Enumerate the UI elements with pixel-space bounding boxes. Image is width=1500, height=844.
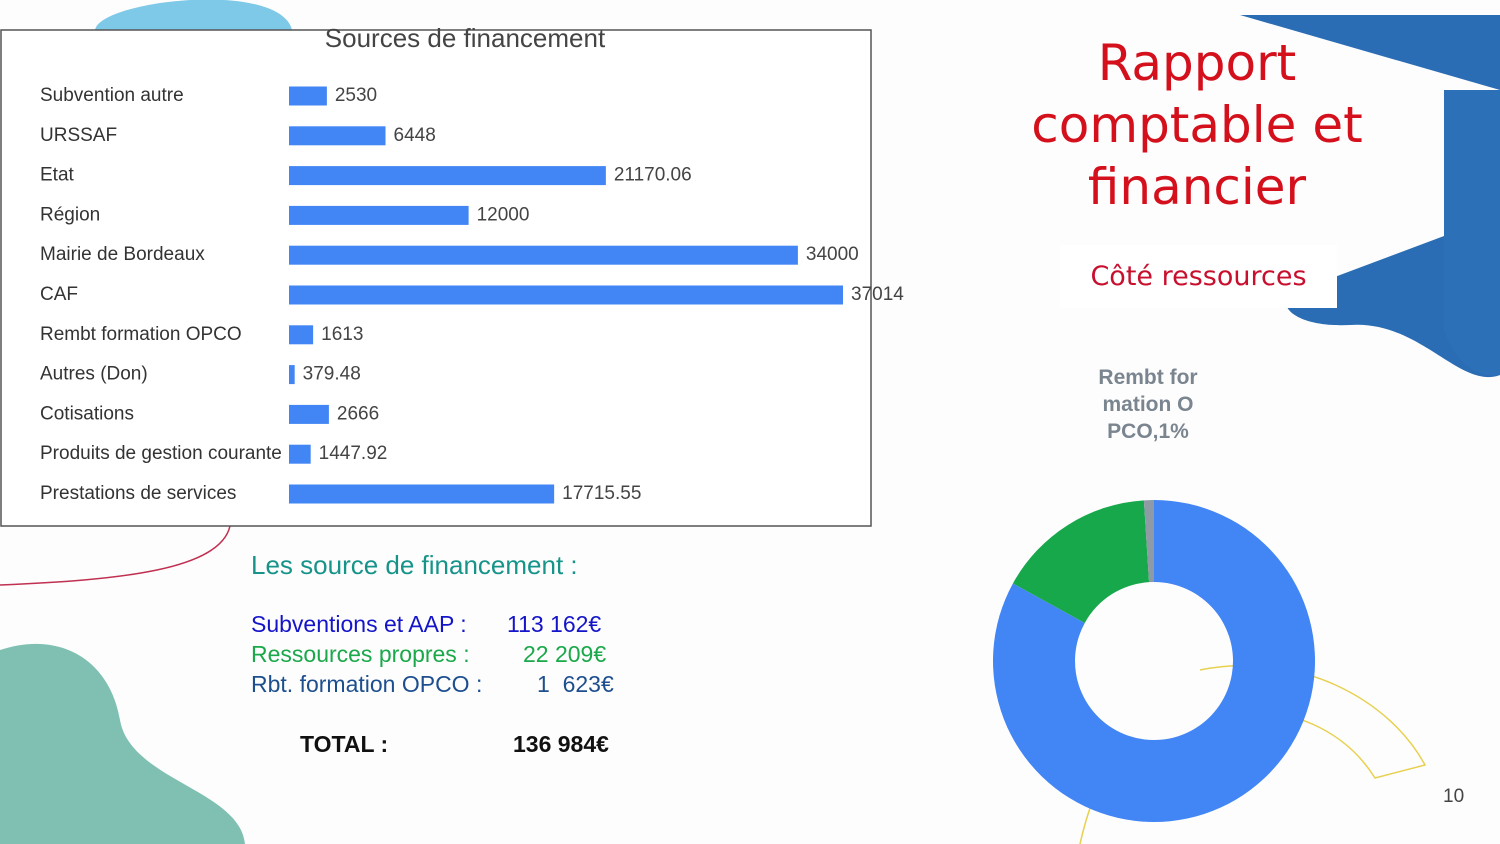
category-label: Prestations de services [40, 483, 236, 504]
bar [289, 126, 386, 146]
value-label: 2666 [337, 403, 379, 424]
total-amount: 136 984€ [513, 731, 609, 757]
summary-row: Subventions et AAP : 113 162€ [251, 611, 614, 641]
page-number: 10 [1443, 786, 1465, 807]
value-label: 1613 [321, 324, 363, 345]
deco-line [0, 525, 231, 586]
value-label: 379.48 [303, 364, 361, 385]
category-label: Cotisations [40, 403, 134, 424]
bar [289, 285, 843, 305]
category-label: Subvention autre [40, 85, 184, 106]
category-label: CAF [40, 284, 78, 305]
category-label: Produits de gestion courante [40, 443, 282, 464]
row-label: Subventions et AAP : [251, 611, 467, 637]
category-label: Mairie de Bordeaux [40, 244, 205, 265]
total-label: TOTAL : [300, 731, 389, 757]
chart-frame [0, 29, 872, 527]
donut-slice [1143, 500, 1154, 583]
bar [289, 444, 311, 464]
bar [289, 245, 798, 265]
row-label: Ressources propres : [251, 641, 470, 667]
category-label: Région [40, 204, 100, 225]
row-amount: 22 209€ [523, 641, 607, 667]
value-label: 17715.55 [562, 483, 641, 504]
value-label: 6448 [394, 125, 436, 146]
value-label: 2530 [335, 85, 377, 106]
summary-row: Rbt. formation OPCO : 1 623€ [251, 671, 614, 701]
row-label: Rbt. formation OPCO : [251, 671, 483, 697]
summary-total: TOTAL : 136 984€ [251, 731, 614, 761]
bar [289, 205, 469, 225]
slide-subtitle: Côté ressources [1060, 245, 1337, 308]
category-label: URSSAF [40, 125, 117, 146]
value-label: 37014 [851, 284, 904, 305]
row-amount: 1 623€ [537, 671, 614, 697]
donut-slice [992, 500, 1316, 822]
bar [289, 166, 606, 186]
row-amount: 113 162€ [507, 611, 602, 637]
value-label: 21170.06 [614, 165, 692, 186]
deco-blob [1444, 90, 1500, 376]
category-label: Etat [40, 165, 75, 186]
summary-heading: Les source de financement : [251, 550, 578, 580]
deco-blob [95, 0, 292, 30]
value-label: 12000 [477, 204, 530, 225]
slice-label: Rembt formation OPCO,1% [1098, 366, 1198, 443]
bar [289, 325, 314, 345]
bar [289, 365, 295, 385]
bar [289, 86, 327, 106]
deco-blob [1240, 15, 1500, 378]
bar [289, 484, 555, 504]
deco-blob [0, 643, 245, 844]
summary-row: Ressources propres : 22 209€ [251, 641, 614, 671]
donut-slice [1012, 500, 1150, 623]
value-label: 34000 [806, 244, 859, 265]
bar [289, 404, 329, 424]
slide-title: Rapport comptable et financier [1031, 34, 1363, 216]
chart-title: Sources de financement [325, 23, 606, 53]
value-label: 1447.92 [319, 443, 388, 464]
summary: Les source de financement : Subventions … [251, 550, 614, 761]
category-label: Autres (Don) [40, 364, 148, 385]
category-label: Rembt formation OPCO [40, 324, 242, 345]
